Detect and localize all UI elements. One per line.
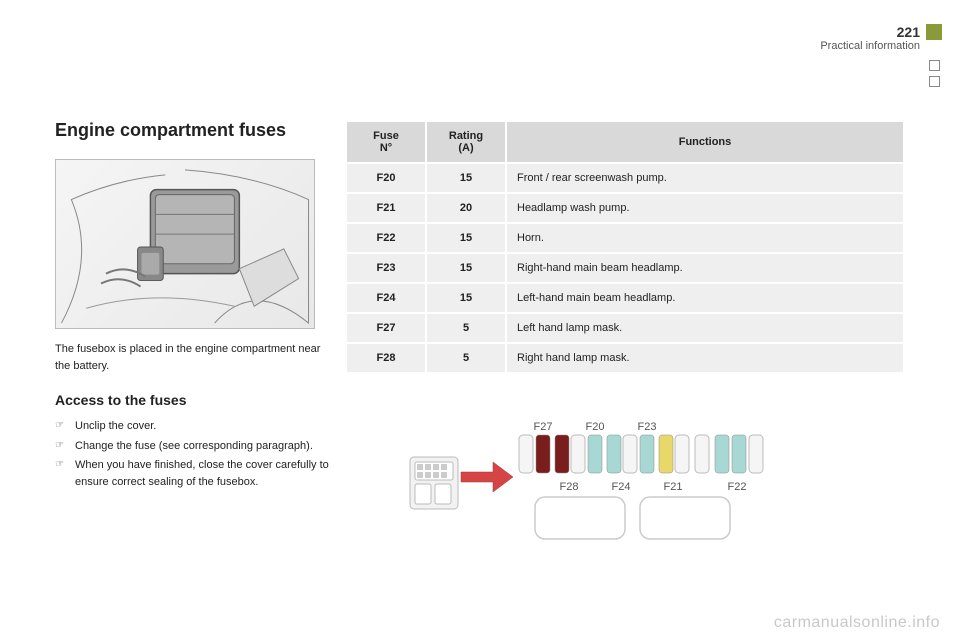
page-number: 221 [820, 24, 920, 40]
left-column: Engine compartment fuses The fusebox is … [55, 120, 330, 493]
col-fuse-no: FuseN° [346, 121, 426, 163]
cell: F24 [346, 283, 426, 313]
col-rating: Rating(A) [426, 121, 506, 163]
page-title: Engine compartment fuses [55, 120, 330, 141]
page-header: 221 Practical information [820, 24, 920, 52]
cell: 15 [426, 163, 506, 193]
fuse-table: FuseN° Rating(A) Functions F20 15 Front … [345, 120, 905, 374]
cell: 20 [426, 193, 506, 223]
cell: F20 [346, 163, 426, 193]
right-column: FuseN° Rating(A) Functions F20 15 Front … [345, 120, 905, 542]
cell: 5 [426, 313, 506, 343]
cell: 15 [426, 283, 506, 313]
list-item: When you have finished, close the cover … [55, 457, 330, 490]
cell: Left-hand main beam headlamp. [506, 283, 904, 313]
table-row: F28 5 Right hand lamp mask. [346, 343, 904, 373]
cell: F21 [346, 193, 426, 223]
list-item: Change the fuse (see corresponding parag… [55, 438, 330, 455]
fusebox-illustration [55, 159, 315, 329]
diagram-label: F28 [560, 481, 579, 493]
table-row: F27 5 Left hand lamp mask. [346, 313, 904, 343]
cell: F22 [346, 223, 426, 253]
marker-square [929, 76, 940, 87]
cell: 5 [426, 343, 506, 373]
subheading: Access to the fuses [55, 392, 330, 408]
fuse-layout-diagram: F27 F20 F23 F28 F24 F21 F22 [405, 402, 805, 542]
diagram-label: F20 [586, 421, 605, 433]
col-functions: Functions [506, 121, 904, 163]
table-row: F23 15 Right-hand main beam headlamp. [346, 253, 904, 283]
cell: Front / rear screenwash pump. [506, 163, 904, 193]
steps-list: Unclip the cover. Change the fuse (see c… [55, 418, 330, 490]
cell: Headlamp wash pump. [506, 193, 904, 223]
table-header-row: FuseN° Rating(A) Functions [346, 121, 904, 163]
illustration-caption: The fusebox is placed in the engine comp… [55, 341, 330, 374]
table-row: F24 15 Left-hand main beam headlamp. [346, 283, 904, 313]
table-row: F21 20 Headlamp wash pump. [346, 193, 904, 223]
cell: Left hand lamp mask. [506, 313, 904, 343]
diagram-label: F27 [534, 421, 553, 433]
table-row: F22 15 Horn. [346, 223, 904, 253]
watermark: carmanualsonline.info [774, 614, 940, 632]
diagram-label: F22 [728, 481, 747, 493]
cell: Right hand lamp mask. [506, 343, 904, 373]
table-row: F20 15 Front / rear screenwash pump. [346, 163, 904, 193]
cell: F23 [346, 253, 426, 283]
cell: 15 [426, 253, 506, 283]
cell: F28 [346, 343, 426, 373]
diagram-label: F24 [612, 481, 631, 493]
list-item: Unclip the cover. [55, 418, 330, 435]
cell: 15 [426, 223, 506, 253]
cell: Right-hand main beam headlamp. [506, 253, 904, 283]
cell: F27 [346, 313, 426, 343]
accent-square [926, 24, 942, 40]
marker-square [929, 60, 940, 71]
cell: Horn. [506, 223, 904, 253]
diagram-label: F21 [664, 481, 683, 493]
diagram-label: F23 [638, 421, 657, 433]
section-name: Practical information [820, 40, 920, 52]
